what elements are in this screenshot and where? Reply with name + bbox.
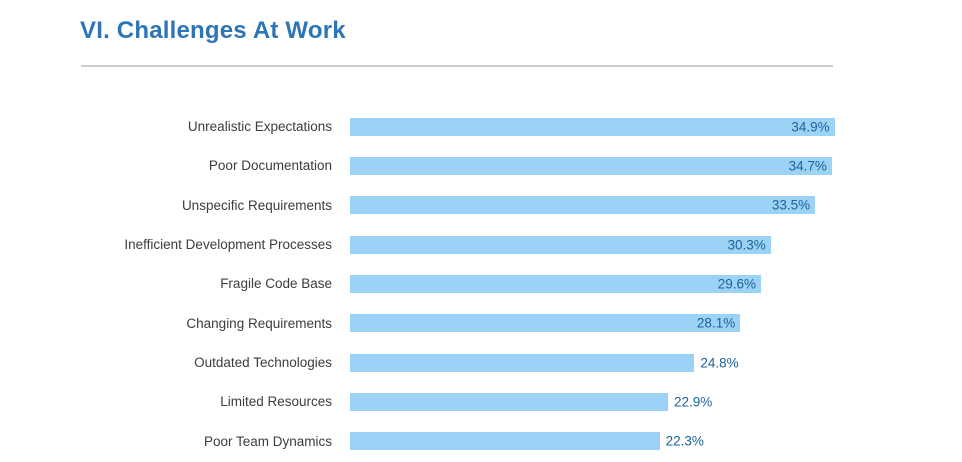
chart-row: Changing Requirements 28.1%	[100, 304, 860, 343]
bar[interactable]	[350, 314, 741, 333]
bar[interactable]	[350, 117, 835, 136]
bar[interactable]	[350, 392, 668, 411]
category-label: Poor Documentation	[208, 158, 332, 174]
chart-row: Outdated Technologies 24.8%	[100, 343, 860, 382]
category-label: Unrealistic Expectations	[187, 118, 332, 134]
bar[interactable]	[350, 432, 660, 451]
bar-track: 22.3%	[350, 432, 836, 451]
value-label: 30.3%	[727, 236, 766, 252]
bar-track: 29.6%	[350, 274, 836, 293]
value-label: 29.6%	[717, 276, 757, 292]
bar-track: 22.9%	[350, 392, 836, 411]
bar-track: 34.7%	[350, 156, 836, 175]
value-label: 28.1%	[696, 315, 736, 331]
bar[interactable]	[350, 274, 762, 293]
value-label: 24.8%	[700, 354, 739, 370]
category-label: Unspecific Requirements	[181, 197, 332, 213]
bar-track: 28.1%	[350, 314, 836, 333]
bar[interactable]	[350, 235, 771, 254]
chart-row: Limited Resources 22.9%	[100, 382, 860, 421]
value-label: 34.7%	[788, 158, 827, 174]
section-title: VI. Challenges At Work	[80, 17, 346, 44]
bar[interactable]	[350, 196, 816, 215]
category-label: Inefficient Development Processes	[124, 236, 332, 252]
category-label: Limited Resources	[220, 394, 332, 410]
chart-row: Poor Team Dynamics 22.3%	[100, 422, 860, 461]
chart-row: Poor Documentation 34.7%	[100, 146, 860, 185]
category-label: Fragile Code Base	[220, 276, 332, 292]
bar-track: 30.3%	[350, 235, 836, 254]
section-divider	[81, 65, 833, 67]
value-label: 34.9%	[791, 118, 830, 134]
value-label: 22.3%	[665, 433, 704, 449]
category-label: Changing Requirements	[186, 315, 332, 331]
chart-row: Unspecific Requirements 33.5%	[100, 186, 860, 225]
chart-row: Unrealistic Expectations 34.9%	[100, 107, 860, 146]
bar[interactable]	[350, 353, 695, 372]
chart-row: Fragile Code Base 29.6%	[100, 264, 860, 303]
bar-track: 24.8%	[350, 353, 836, 372]
chart-row: Inefficient Development Processes 30.3%	[100, 225, 860, 264]
bar[interactable]	[350, 156, 832, 175]
challenges-bar-chart: Unrealistic Expectations 34.9% Poor Docume…	[100, 107, 860, 461]
value-label: 33.5%	[771, 197, 811, 213]
category-label: Outdated Technologies	[194, 354, 332, 370]
bar-track: 34.9%	[350, 117, 836, 136]
bar-track: 33.5%	[350, 196, 836, 215]
value-label: 22.9%	[673, 394, 713, 410]
category-label: Poor Team Dynamics	[203, 433, 332, 449]
